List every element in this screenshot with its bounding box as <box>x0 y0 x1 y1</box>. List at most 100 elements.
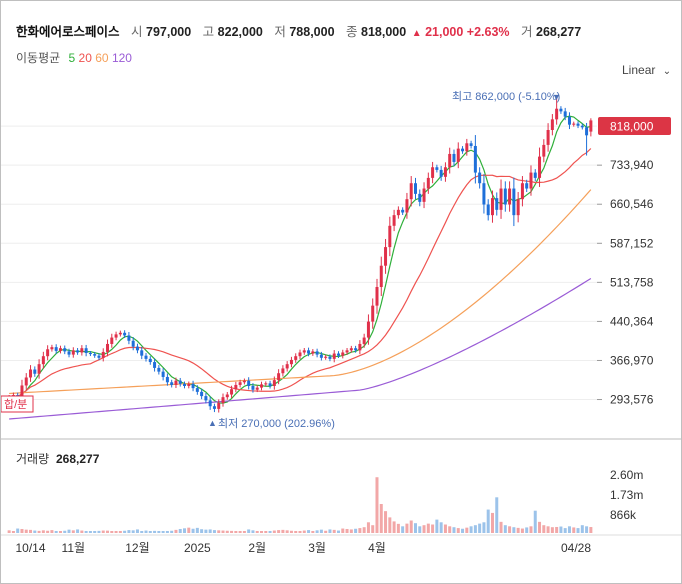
candle-body <box>319 354 323 358</box>
candle-body <box>46 349 50 357</box>
candle-body <box>277 373 281 381</box>
candle-body <box>358 343 362 351</box>
volume-bar <box>230 530 234 533</box>
close-label: 종 <box>346 25 358 39</box>
volume-bar <box>324 530 328 533</box>
stock-name: 한화에어로스페이스 <box>16 25 120 39</box>
candle-body <box>567 116 571 125</box>
candle-body <box>328 356 332 359</box>
left-tag-box <box>1 395 34 413</box>
volume-bar <box>349 529 353 533</box>
candle-body <box>555 108 559 120</box>
candle-body <box>585 127 589 136</box>
volume-bar <box>187 527 191 533</box>
candle-body <box>461 148 465 152</box>
candle-body <box>272 380 276 387</box>
volume-bar <box>118 530 122 533</box>
price-tick-label: 587,152 <box>610 236 654 250</box>
volume-bar <box>354 528 358 533</box>
candle-body <box>50 347 54 350</box>
low-label: 저 <box>274 25 286 39</box>
volume-bar <box>88 531 92 533</box>
left-tag-label: 합/분 <box>4 398 27 411</box>
volume-bar <box>238 531 242 533</box>
volume-bar <box>435 519 439 533</box>
volume-bar <box>469 526 473 533</box>
volume-bar <box>332 529 336 533</box>
moving-average-legend: 이동평균 5 20 60 120 <box>16 49 132 66</box>
volume-bar <box>482 522 486 533</box>
candle-body <box>174 380 178 385</box>
time-tick-label: 11월 <box>62 541 86 555</box>
volume-bar <box>285 530 289 533</box>
volume-bar <box>123 530 127 533</box>
price-tick-label: 660,546 <box>610 197 654 211</box>
left-tag: 합/분 <box>1 395 34 413</box>
candle-body <box>260 384 264 388</box>
price-axis: 733,940 660,546 587,152 513,758 440,364 366,9… <box>597 158 654 407</box>
volume-bar <box>165 530 169 533</box>
candle-body <box>247 380 251 387</box>
candle-body <box>131 340 135 347</box>
volume-bar <box>516 527 520 533</box>
volume-bar <box>234 531 238 533</box>
open-label: 시 <box>131 25 143 39</box>
candle-body <box>191 383 195 389</box>
candle-body <box>144 355 148 359</box>
candle-body <box>533 172 537 178</box>
volume-bar <box>508 526 512 533</box>
candle-body <box>54 347 58 351</box>
high-marker-icon: ▼ <box>552 92 561 102</box>
time-tick-label: 2월 <box>248 541 266 555</box>
price-tick-label: 513,758 <box>610 275 654 289</box>
candle-body <box>435 167 439 170</box>
candle-body <box>332 353 336 359</box>
volume-bar <box>208 529 212 533</box>
scale-mode-button[interactable]: Linear ⌄ <box>622 63 671 77</box>
volume-bar <box>247 529 251 533</box>
time-tick-label: 4월 <box>368 541 386 555</box>
volume-bar <box>20 528 24 533</box>
volume-bar <box>76 529 80 533</box>
current-price-badge: 818,000 <box>598 117 671 135</box>
volume-bar <box>503 525 507 533</box>
volume-bar <box>461 528 465 533</box>
volume-bar <box>396 523 400 533</box>
candle-body <box>285 364 289 369</box>
time-tick-label: 2025 <box>184 541 211 555</box>
candle-body <box>538 156 542 178</box>
volume-bar <box>191 528 195 533</box>
candle-body <box>341 352 345 356</box>
candle-body <box>101 351 105 358</box>
volume-bar <box>525 527 529 533</box>
ma-60-legend: 60 <box>95 51 109 65</box>
time-tick-label: 04/28 <box>561 541 591 555</box>
volume-bar <box>200 529 204 533</box>
volume-bar <box>183 528 187 533</box>
candle-body <box>58 348 62 351</box>
volume-bar <box>178 528 182 533</box>
time-axis: 10/14 11월 12월 2025 2월 3월 4월 04/28 <box>16 541 592 555</box>
volume-bar <box>16 528 20 533</box>
volume-bar <box>101 530 105 533</box>
candle-body <box>204 396 208 401</box>
volume-bar <box>29 529 33 533</box>
candle-body <box>456 148 460 162</box>
candle-body <box>379 265 383 288</box>
candle-body <box>508 188 512 205</box>
candle-body <box>469 143 473 146</box>
volume-bar <box>431 524 435 533</box>
volume-bar <box>465 527 469 533</box>
price-tick-label: 733,940 <box>610 158 654 172</box>
candle-body <box>178 380 182 384</box>
volume-bars <box>7 477 593 533</box>
candle-body <box>289 359 293 365</box>
candle-body <box>148 358 152 363</box>
candle-body <box>546 129 550 145</box>
volume-bar <box>289 530 293 533</box>
volume-bar <box>311 530 315 533</box>
candle-body <box>29 369 33 378</box>
volume-bar <box>217 530 221 533</box>
